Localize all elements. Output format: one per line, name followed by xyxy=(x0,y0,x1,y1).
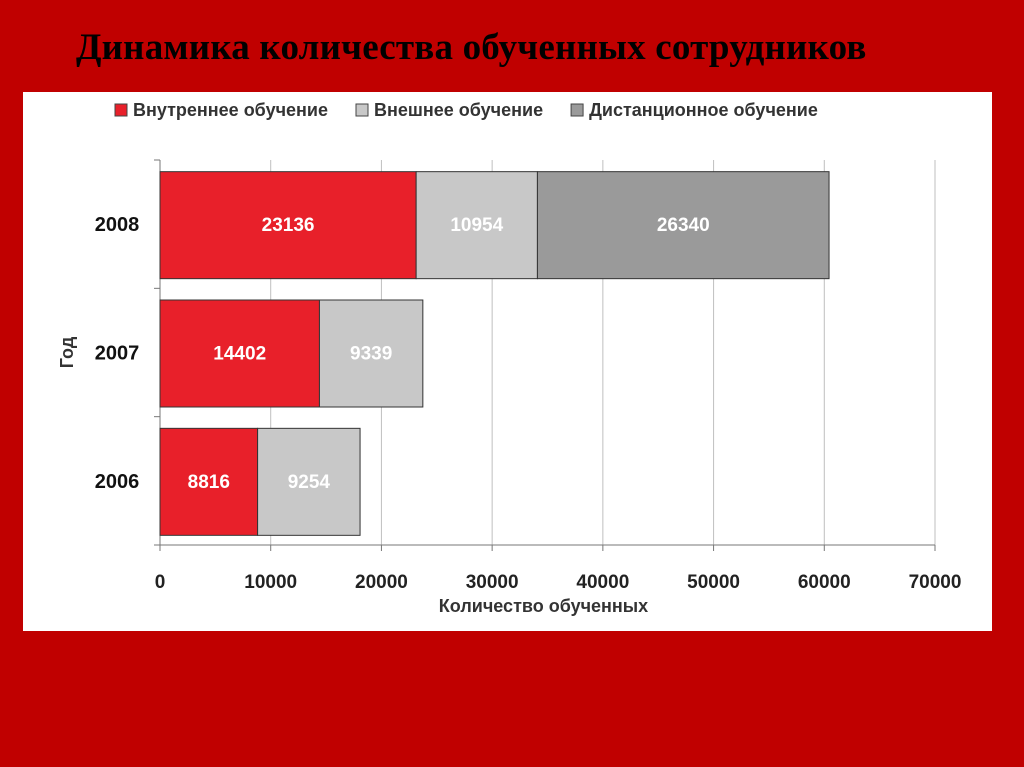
data-label-2007-series-1: 14402 xyxy=(213,344,266,365)
x-tick-label-0: 0 xyxy=(155,572,166,593)
bar-2007-series-1 xyxy=(159,299,320,408)
chart-panel: Внутреннее обучение Внешнее обучение Диста… xyxy=(23,92,992,631)
y-tick-label-2007: 2007 xyxy=(95,343,140,365)
x-tick-label-50000: 50000 xyxy=(687,572,740,593)
x-tick-label-70000: 70000 xyxy=(909,572,962,593)
x-tick-label-40000: 40000 xyxy=(576,572,629,593)
legend-label-1: Внутреннее обучение xyxy=(133,100,328,120)
legend-label-2: Внешнее обучение xyxy=(374,100,543,120)
data-label-2008-series-1: 23136 xyxy=(262,215,315,236)
y-axis-title: Год xyxy=(57,336,77,368)
data-label-2007-series-2: 9339 xyxy=(350,344,392,365)
x-tick-label-60000: 60000 xyxy=(798,572,851,593)
legend-swatch-1 xyxy=(114,103,128,117)
bar-chart: Внутреннее обучение Внешнее обучение Диста… xyxy=(57,100,962,616)
data-label-2008-series-2: 10954 xyxy=(450,215,503,236)
x-tick-label-30000: 30000 xyxy=(466,572,519,593)
x-axis-title: Количество обученных xyxy=(439,596,648,616)
legend-swatch-2 xyxy=(355,103,369,117)
y-tick-label-2006: 2006 xyxy=(95,471,140,493)
data-label-2006-series-2: 9254 xyxy=(288,472,331,493)
legend-swatch-3 xyxy=(570,103,584,117)
slide-title: Динамика количества обученных сотруднико… xyxy=(76,27,867,68)
data-label-2006-series-1: 8816 xyxy=(188,472,230,493)
bar-2007-series-2 xyxy=(318,299,424,408)
x-tick-label-10000: 10000 xyxy=(244,572,297,593)
legend-label-3: Дистанционное обучение xyxy=(589,100,818,120)
bar-2006-series-2 xyxy=(257,427,361,536)
x-tick-label-20000: 20000 xyxy=(355,572,408,593)
data-label-2008-series-3: 26340 xyxy=(657,215,710,236)
bar-2008-series-3 xyxy=(536,171,830,280)
bar-2006-series-1 xyxy=(159,427,259,536)
y-tick-label-2008: 2008 xyxy=(95,214,140,236)
